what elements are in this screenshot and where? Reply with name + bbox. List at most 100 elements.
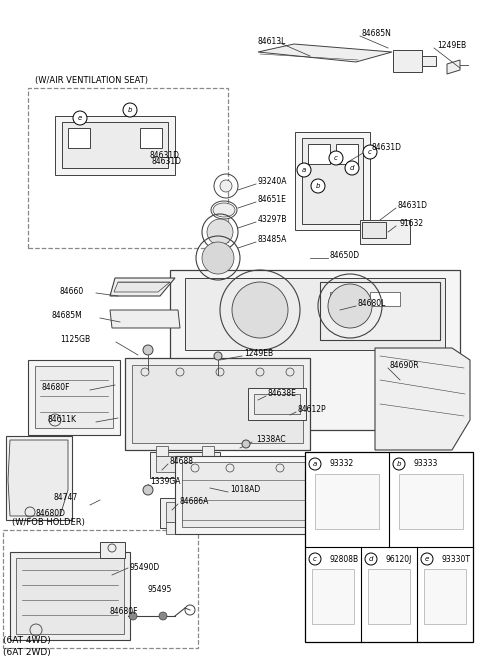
Polygon shape [6, 436, 72, 520]
Polygon shape [35, 366, 113, 428]
Text: 91632: 91632 [400, 220, 424, 228]
Circle shape [143, 345, 153, 355]
Circle shape [242, 440, 250, 448]
Text: 84686A: 84686A [180, 498, 209, 506]
Text: 84631D: 84631D [150, 152, 180, 160]
Circle shape [202, 242, 234, 274]
Polygon shape [202, 446, 214, 456]
Text: a: a [302, 167, 306, 173]
Text: 84685N: 84685N [362, 30, 392, 38]
Polygon shape [330, 292, 360, 306]
Circle shape [159, 612, 167, 620]
Circle shape [311, 179, 325, 193]
Polygon shape [150, 452, 220, 478]
Polygon shape [220, 522, 234, 534]
Circle shape [365, 553, 377, 565]
Polygon shape [100, 542, 125, 558]
Text: 1338AC: 1338AC [256, 436, 286, 444]
Polygon shape [375, 348, 470, 450]
Text: 93332: 93332 [329, 459, 353, 469]
Text: c: c [313, 556, 317, 562]
Text: 84631D: 84631D [152, 158, 182, 166]
Text: 84631D: 84631D [371, 143, 401, 152]
Text: 93240A: 93240A [258, 178, 288, 187]
Text: 93333: 93333 [413, 459, 437, 469]
Circle shape [143, 485, 153, 495]
Text: (6AT 4WD): (6AT 4WD) [3, 636, 51, 645]
Polygon shape [254, 394, 300, 414]
Text: 1339GA: 1339GA [150, 477, 180, 486]
Polygon shape [28, 360, 120, 435]
Circle shape [73, 111, 87, 125]
Circle shape [393, 458, 405, 470]
Polygon shape [258, 44, 392, 62]
Text: (W/FOB HOLDER): (W/FOB HOLDER) [12, 518, 85, 527]
Text: 84613L: 84613L [258, 38, 287, 46]
Circle shape [129, 612, 137, 620]
Text: 1125GB: 1125GB [60, 335, 90, 345]
Polygon shape [16, 558, 124, 634]
Polygon shape [166, 502, 234, 522]
Text: 84650D: 84650D [330, 251, 360, 261]
Text: 95495: 95495 [148, 585, 172, 595]
Circle shape [328, 284, 372, 328]
Text: 84631D: 84631D [398, 201, 428, 211]
Polygon shape [393, 50, 422, 72]
Polygon shape [302, 138, 363, 224]
Polygon shape [447, 60, 460, 74]
Polygon shape [114, 282, 170, 292]
Text: (6AT 2WD): (6AT 2WD) [3, 648, 51, 657]
Text: (W/AIR VENTILATION SEAT): (W/AIR VENTILATION SEAT) [35, 76, 148, 85]
Polygon shape [320, 282, 440, 340]
Bar [368, 569, 410, 624]
Polygon shape [336, 144, 358, 164]
Polygon shape [125, 358, 310, 450]
Text: 93330T: 93330T [441, 554, 470, 564]
Circle shape [345, 161, 359, 175]
Text: 84660: 84660 [60, 288, 84, 296]
Circle shape [309, 553, 321, 565]
Circle shape [329, 151, 343, 165]
Bar [424, 569, 466, 624]
Text: 84680F: 84680F [42, 383, 71, 393]
Polygon shape [248, 388, 306, 420]
Polygon shape [62, 122, 168, 168]
Polygon shape [295, 132, 370, 230]
Polygon shape [170, 270, 460, 430]
Text: 84611K: 84611K [48, 416, 77, 424]
Text: 1018AD: 1018AD [230, 486, 260, 494]
Polygon shape [132, 365, 303, 443]
Polygon shape [370, 292, 400, 306]
Text: 1249EB: 1249EB [244, 350, 273, 358]
Circle shape [363, 145, 377, 159]
Polygon shape [55, 116, 175, 175]
Polygon shape [110, 310, 180, 328]
Text: 84688: 84688 [170, 457, 194, 467]
Bar [312, 569, 354, 624]
Text: 92808B: 92808B [329, 554, 358, 564]
Bar [305, 452, 473, 642]
Circle shape [123, 103, 137, 117]
Circle shape [309, 458, 321, 470]
Polygon shape [362, 222, 386, 238]
Text: b: b [316, 183, 320, 189]
Polygon shape [110, 278, 175, 296]
Polygon shape [175, 456, 368, 534]
Circle shape [297, 163, 311, 177]
Circle shape [214, 352, 222, 360]
Polygon shape [10, 552, 130, 640]
Text: e: e [78, 115, 82, 121]
Text: 96120J: 96120J [385, 554, 411, 564]
Polygon shape [360, 220, 410, 244]
Text: 84651E: 84651E [258, 195, 287, 205]
Polygon shape [160, 498, 240, 528]
Circle shape [207, 219, 233, 245]
Polygon shape [166, 522, 180, 534]
Text: 84690R: 84690R [390, 362, 420, 370]
Circle shape [232, 282, 288, 338]
Polygon shape [422, 56, 436, 66]
Text: 43297B: 43297B [258, 216, 288, 224]
Text: 84680L: 84680L [358, 300, 386, 308]
Polygon shape [156, 456, 214, 472]
Text: b: b [128, 107, 132, 113]
